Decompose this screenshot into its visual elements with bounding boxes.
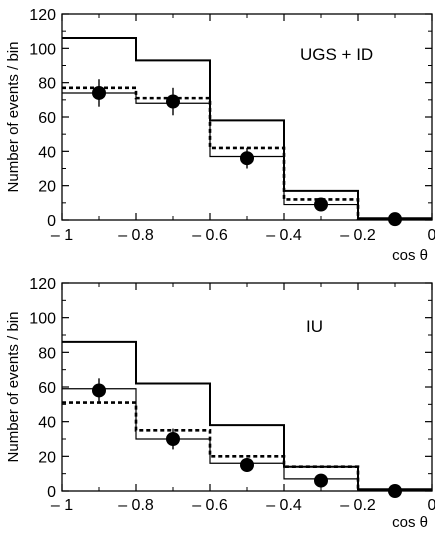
data-point: [314, 197, 328, 212]
x-tick-label: – 0.8: [118, 227, 154, 244]
x-tick-label: – 0.2: [340, 497, 376, 514]
x-tick-label: – 1: [51, 497, 73, 514]
y-tick-label: 40: [38, 144, 56, 161]
panel-label: UGS + ID: [300, 45, 373, 64]
data-point: [92, 383, 106, 398]
x-axis-label: cos θ: [392, 247, 428, 264]
top-panel: 0 20 40 60 80 100 120 – 1 – 0.8 – 0.6 – 0.4 – 0.2 0 U…: [5, 7, 435, 264]
panel-label: IU: [306, 317, 323, 336]
histogram-dashed: [62, 401, 432, 492]
y-tick-label: 120: [29, 276, 56, 293]
x-axis-label: cos θ: [392, 514, 428, 531]
x-tick-label: – 0.8: [118, 497, 154, 514]
y-tick-label: 40: [38, 415, 56, 432]
x-tick-label: – 0.6: [192, 227, 228, 244]
data-point: [166, 94, 180, 109]
y-tick-label: 60: [38, 380, 56, 397]
x-tick-label: – 0.2: [340, 227, 376, 244]
y-tick-label: 80: [38, 345, 56, 362]
data-point: [314, 473, 328, 488]
y-tick-label: 100: [29, 41, 56, 58]
y-axis-label: Number of events / bin: [5, 312, 22, 463]
y-tick-label: 120: [29, 7, 56, 24]
y-axis-label: Number of events / bin: [5, 42, 22, 193]
y-tick-label: 20: [38, 179, 56, 196]
y-tick-label: 0: [47, 484, 56, 501]
data-point: [388, 484, 402, 498]
histogram-solid-thin: [62, 388, 432, 491]
plot-frame: [61, 13, 433, 221]
y-tick-label: 20: [38, 449, 56, 466]
histogram-solid-thick: [62, 37, 432, 220]
data-point: [388, 212, 402, 227]
x-tick-label: – 1: [51, 227, 73, 244]
data-point: [92, 85, 106, 100]
data-point: [166, 432, 180, 446]
y-tick-label: 0: [47, 213, 56, 230]
x-tick-label: – 0.4: [266, 497, 302, 514]
bottom-panel: 0 20 40 60 80 100 120 – 1 – 0.8 – 0.6 – 0.4 – 0.2 0 I…: [5, 276, 435, 531]
data-point: [240, 458, 254, 472]
y-tick-label: 60: [38, 110, 56, 127]
y-tick-label: 100: [29, 311, 56, 328]
x-tick-label: 0: [428, 497, 435, 514]
y-tick-label: 80: [38, 76, 56, 93]
x-tick-label: 0: [428, 227, 435, 244]
data-point: [240, 151, 254, 166]
x-tick-label: – 0.6: [192, 497, 228, 514]
x-tick-label: – 0.4: [266, 227, 302, 244]
